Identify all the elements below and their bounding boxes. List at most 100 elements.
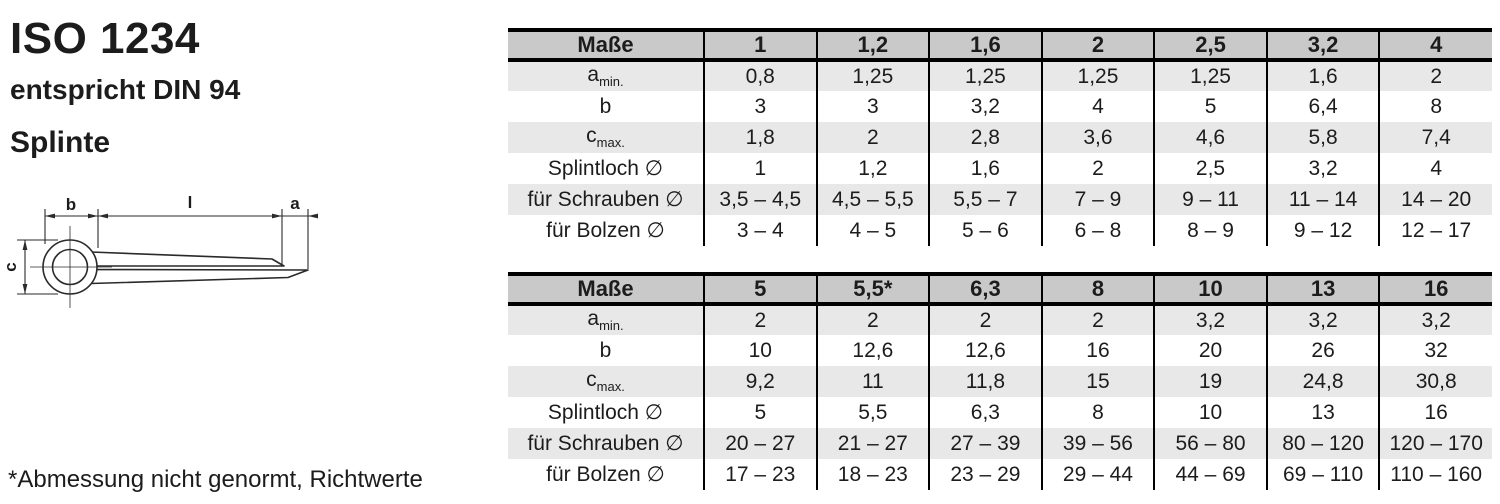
value-cell: 3 – 4 (703, 215, 817, 246)
value-cell: 12,6 (815, 335, 930, 366)
size-column-header: 16 (1378, 274, 1492, 306)
value-cell: 10 (1153, 397, 1267, 428)
dim-label-c: c (2, 262, 20, 271)
value-cell: 39 – 56 (1040, 428, 1155, 459)
value-cell: 32 (1378, 335, 1492, 366)
dimensions-table-small-sizes: Maße 1 1,2 1,6 2 2,5 3,2 4 amin. 0,8 1,25 1,25 1,25 1… (508, 28, 1492, 246)
value-cell: 24,8 (1265, 366, 1380, 397)
value-cell: 20 – 27 (703, 428, 817, 459)
value-cell: 1,25 (1153, 60, 1267, 91)
value-cell: 23 – 29 (928, 459, 1042, 490)
value-cell: 9,2 (703, 366, 817, 397)
value-cell: 3,5 – 4,5 (703, 184, 817, 215)
size-column-header: 2 (1040, 30, 1155, 62)
value-cell: 17 – 23 (703, 459, 817, 490)
size-column-header: 1 (703, 30, 817, 62)
page-subtitle: entspricht DIN 94 (10, 74, 241, 105)
value-cell: 3,2 (1265, 153, 1380, 184)
value-cell: 21 – 27 (815, 428, 930, 459)
size-column-header: 5 (703, 274, 817, 306)
row-label: cmax. (586, 368, 625, 395)
value-cell: 3,6 (1040, 122, 1155, 153)
value-cell: 6,4 (1265, 91, 1380, 122)
size-column-header: 10 (1153, 274, 1267, 306)
size-column-header: 1,2 (815, 30, 930, 62)
table-row: für Schrauben ∅ 3,5 – 4,5 4,5 – 5,5 5,5 – 7… (508, 184, 1492, 215)
value-cell: 8 (1378, 91, 1492, 122)
value-cell: 3,2 (1265, 304, 1380, 335)
value-cell: 3,2 (928, 91, 1042, 122)
table-row: cmax. 1,8 2 2,8 3,6 4,6 5,8 7,4 (508, 122, 1492, 153)
table-row: amin. 0,8 1,25 1,25 1,25 1,25 1,6 2 (508, 60, 1492, 91)
value-cell: 6,3 (928, 397, 1042, 428)
value-cell: 4 – 5 (815, 215, 930, 246)
value-cell: 80 – 120 (1265, 428, 1380, 459)
value-cell: 30,8 (1378, 366, 1492, 397)
value-cell: 2 (1378, 60, 1492, 91)
size-column-header: 5,5* (815, 274, 930, 306)
size-column-header: 6,3 (928, 274, 1042, 306)
value-cell: 44 – 69 (1153, 459, 1267, 490)
value-cell: 0,8 (703, 60, 817, 91)
value-cell: 1,2 (815, 153, 930, 184)
row-label: cmax. (586, 124, 625, 151)
value-cell: 69 – 110 (1265, 459, 1380, 490)
table-row: b 10 12,6 12,6 16 20 26 32 (508, 335, 1492, 366)
dim-label-l: l (188, 193, 193, 212)
value-cell: 2 (1040, 153, 1155, 184)
value-cell: 15 (1040, 366, 1155, 397)
table-row: Splintloch ∅ 5 5,5 6,3 8 10 13 16 (508, 397, 1492, 428)
value-cell: 56 – 80 (1153, 428, 1267, 459)
centerline (30, 226, 112, 308)
value-cell: 120 – 170 (1378, 428, 1492, 459)
value-cell: 12 – 17 (1378, 215, 1492, 246)
measure-column-header: Maße (508, 30, 704, 62)
value-cell: 3 (703, 91, 817, 122)
value-cell: 5,8 (1265, 122, 1380, 153)
size-column-header: 8 (1040, 274, 1155, 306)
cotter-pin-drawing: b l a c (2, 193, 318, 308)
value-cell: 5,5 (815, 397, 930, 428)
row-label: für Bolzen ∅ (546, 463, 665, 486)
row-label: b (599, 94, 612, 118)
value-cell: 26 (1265, 335, 1380, 366)
value-cell: 7,4 (1378, 122, 1492, 153)
value-cell: 13 (1265, 397, 1380, 428)
value-cell: 4 (1378, 153, 1492, 184)
value-cell: 5,5 – 7 (928, 184, 1042, 215)
size-column-header: 1,6 (928, 30, 1042, 62)
value-cell: 2,8 (928, 122, 1042, 153)
value-cell: 5 – 6 (928, 215, 1042, 246)
row-label: Splintloch ∅ (547, 401, 664, 424)
value-cell: 1,25 (815, 60, 930, 91)
value-cell: 12,6 (928, 335, 1042, 366)
value-cell: 8 – 9 (1153, 215, 1267, 246)
value-cell: 27 – 39 (928, 428, 1042, 459)
dim-label-b: b (66, 195, 76, 214)
value-cell: 1,6 (928, 153, 1042, 184)
dimension-labels: b l a c (2, 193, 300, 272)
value-cell: 9 – 12 (1265, 215, 1380, 246)
value-cell: 20 (1153, 335, 1267, 366)
table-row: b 3 3 3,2 4 5 6,4 8 (508, 91, 1492, 122)
value-cell: 16 (1040, 335, 1155, 366)
page-title: ISO 1234 (10, 14, 200, 63)
value-cell: 4 (1040, 91, 1155, 122)
value-cell: 2,5 (1153, 153, 1267, 184)
value-cell: 2 (1040, 304, 1155, 335)
size-column-header: 4 (1378, 30, 1492, 62)
dimension-lines (17, 209, 318, 295)
value-cell: 1,25 (928, 60, 1042, 91)
row-label: für Schrauben ∅ (527, 432, 684, 455)
value-cell: 1,6 (1265, 60, 1380, 91)
table-row: cmax. 9,2 11 11,8 15 19 24,8 30,8 (508, 366, 1492, 397)
row-label: amin. (587, 63, 624, 90)
value-cell: 3,2 (1378, 304, 1492, 335)
value-cell: 14 – 20 (1378, 184, 1492, 215)
row-label: für Schrauben ∅ (527, 188, 684, 211)
row-label: b (599, 338, 612, 362)
value-cell: 16 (1378, 397, 1492, 428)
value-cell: 4,5 – 5,5 (815, 184, 930, 215)
